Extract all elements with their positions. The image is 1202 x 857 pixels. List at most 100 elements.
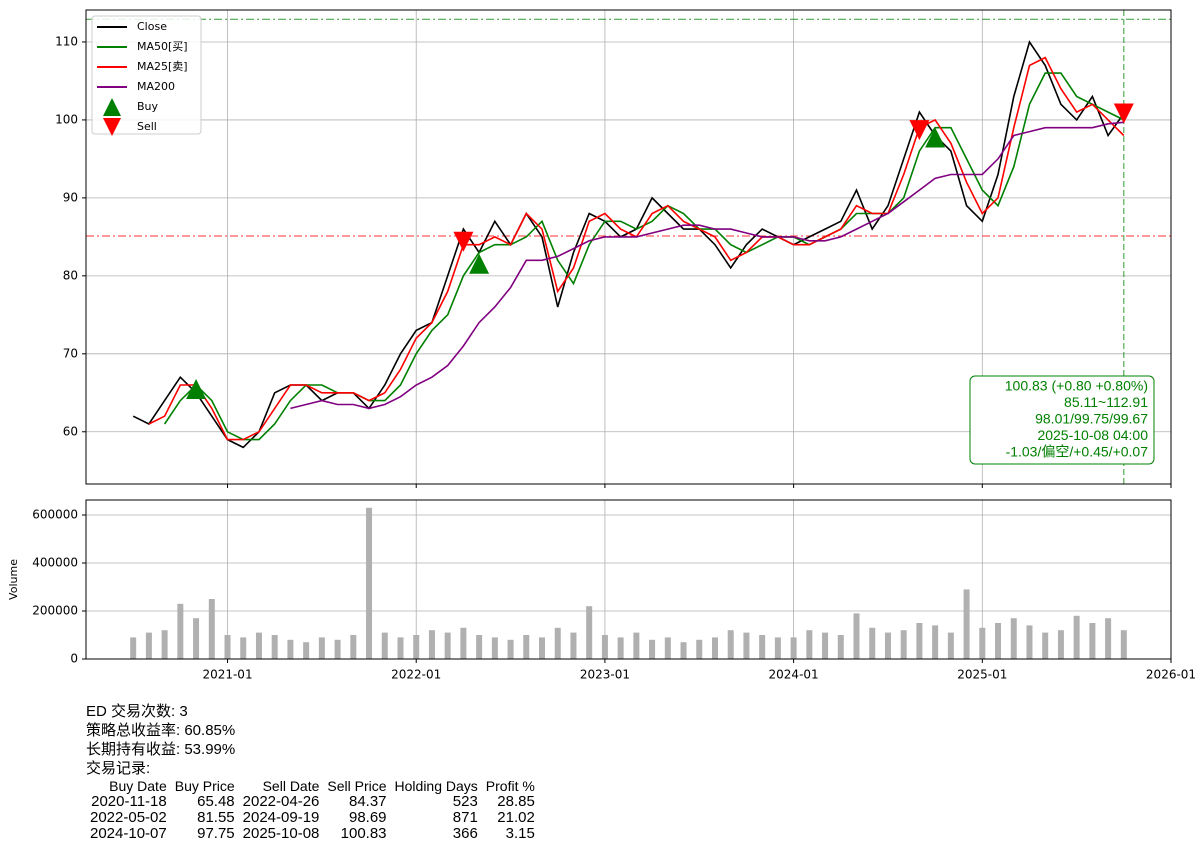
- volume-bar: [853, 613, 860, 659]
- table-row: 2024-10-07 97.75 2025-10-08 100.83 366 3.15: [86, 826, 539, 842]
- volume-bar: [884, 632, 891, 659]
- table-cell: 97.75: [197, 825, 235, 842]
- volume-bar: [1089, 623, 1096, 659]
- legend-box: [91, 15, 202, 135]
- volume-bar: [900, 630, 907, 659]
- header-cell: Buy Price: [174, 778, 235, 794]
- volume-bar: [1105, 618, 1112, 659]
- trade-marker: [453, 231, 474, 252]
- header-cell: Profit %: [485, 778, 535, 794]
- annotation-text: -1.03/偏空/+0.45/+0.07: [1006, 444, 1149, 460]
- report-line: 交易记录:: [86, 760, 151, 777]
- volume-bar: [869, 627, 876, 659]
- volume-bar: [1073, 615, 1080, 659]
- trade-marker: [1113, 103, 1134, 124]
- table-cell: 366: [452, 825, 478, 842]
- y-tick-label: 70: [63, 346, 78, 360]
- x-tick-label: 2023-01: [580, 668, 630, 682]
- axes-frame: [85, 9, 1172, 485]
- legend-label: MA50[买]: [137, 40, 188, 53]
- series-line: [290, 121, 1124, 410]
- volume-bar: [774, 637, 781, 659]
- trade-table: Buy Date Buy Price Sell Date Sell Price Hold…: [86, 778, 539, 842]
- header-cell: Sell Date: [262, 778, 320, 794]
- legend: Close MA50[买] MA25[卖] MA200 Buy Sell: [91, 15, 202, 136]
- volume-bar: [397, 637, 404, 659]
- table-cell: 3.15: [505, 825, 535, 842]
- volume-bar: [161, 630, 168, 659]
- legend-label: Sell: [137, 120, 157, 133]
- volume-bar: [334, 639, 341, 659]
- report-line: 策略总收益率: 60.85%: [86, 722, 236, 739]
- table-cell: 2025-10-08: [242, 825, 320, 842]
- volume-bar: [287, 639, 294, 659]
- volume-bar: [444, 632, 451, 659]
- volume-bar: [727, 630, 734, 659]
- volume-bar: [1042, 632, 1049, 659]
- chart: 2021-01 2022-01 2023-01 2024-01 2025-01 2026-…: [7, 9, 1196, 682]
- x-tick-label: 2026-01: [1146, 668, 1196, 682]
- annotation-text: 98.01/99.75/99.67: [1035, 411, 1148, 427]
- report: ED 交易次数: 3 策略总收益率: 60.85% 长期持有收益: 53.99% 交易…: [86, 702, 539, 842]
- volume-bar: [145, 632, 152, 659]
- y-tick-label: 400000: [32, 556, 78, 570]
- volume-bar: [491, 637, 498, 659]
- volume-bar: [208, 599, 215, 659]
- volume-bar: [822, 632, 829, 659]
- table-cell: 871: [452, 809, 478, 826]
- volume-bar: [664, 637, 671, 659]
- table-row: 2020-11-18 65.48 2022-04-26 84.37 523 28.85: [86, 794, 539, 810]
- table-cell: 2022-04-26: [242, 793, 320, 810]
- volume-bar: [507, 639, 514, 659]
- annotation-box: [969, 375, 1155, 465]
- volume-bar: [193, 618, 200, 659]
- volume-bar: [428, 630, 435, 659]
- table-cell: 2024-09-19: [242, 809, 320, 826]
- table-cell: 2024-10-07: [90, 825, 167, 842]
- y-tick-label: 80: [63, 268, 78, 282]
- volume-bar: [806, 630, 813, 659]
- volume-bar: [318, 637, 325, 659]
- volume-bar: [995, 623, 1002, 659]
- volume-bar: [271, 635, 278, 659]
- trade-marker: [186, 379, 207, 400]
- volume-bar: [539, 637, 546, 659]
- header-cell: Sell Price: [327, 778, 387, 794]
- volume-bar: [224, 635, 231, 659]
- table-cell: 98.69: [348, 809, 387, 826]
- table-cell: 100.83: [340, 825, 387, 842]
- table-cell: 2022-05-02: [90, 809, 167, 826]
- legend-label: Close: [137, 20, 167, 33]
- report-line: 长期持有收益: 53.99%: [86, 741, 236, 758]
- volume-bar: [460, 627, 467, 659]
- trade-marker: [909, 120, 930, 141]
- volume-bar: [413, 635, 420, 659]
- y-axis-label: Volume: [7, 559, 20, 600]
- volume-bar: [837, 635, 844, 659]
- y-tick-label: 110: [55, 34, 78, 48]
- header-cell: Buy Date: [109, 778, 167, 794]
- volume-bar: [554, 627, 561, 659]
- volume-bar: [633, 632, 640, 659]
- volume-bar: [790, 637, 797, 659]
- table-cell: 2020-11-18: [91, 793, 167, 810]
- volume-bar: [255, 632, 262, 659]
- volume-bar: [240, 637, 247, 659]
- table-cell: 81.55: [197, 809, 235, 826]
- header-cell: Holding Days: [394, 778, 478, 794]
- y-tick-label: 0: [70, 652, 78, 666]
- volume-bar: [366, 507, 373, 659]
- volume-bar: [303, 642, 310, 659]
- volume-bar: [1120, 630, 1127, 659]
- trade-marker: [925, 127, 946, 148]
- legend-label: MA25[卖]: [137, 60, 188, 73]
- volume-bar: [947, 632, 954, 659]
- report-line: ED 交易次数: 3: [86, 703, 188, 720]
- annotation-text: 85.11~112.91: [1064, 394, 1148, 410]
- table-cell: 65.48: [197, 793, 235, 810]
- volume-bar: [680, 642, 687, 659]
- legend-swatch: [103, 118, 121, 136]
- x-tick-label: 2025-01: [957, 668, 1007, 682]
- x-tick-label: 2024-01: [769, 668, 819, 682]
